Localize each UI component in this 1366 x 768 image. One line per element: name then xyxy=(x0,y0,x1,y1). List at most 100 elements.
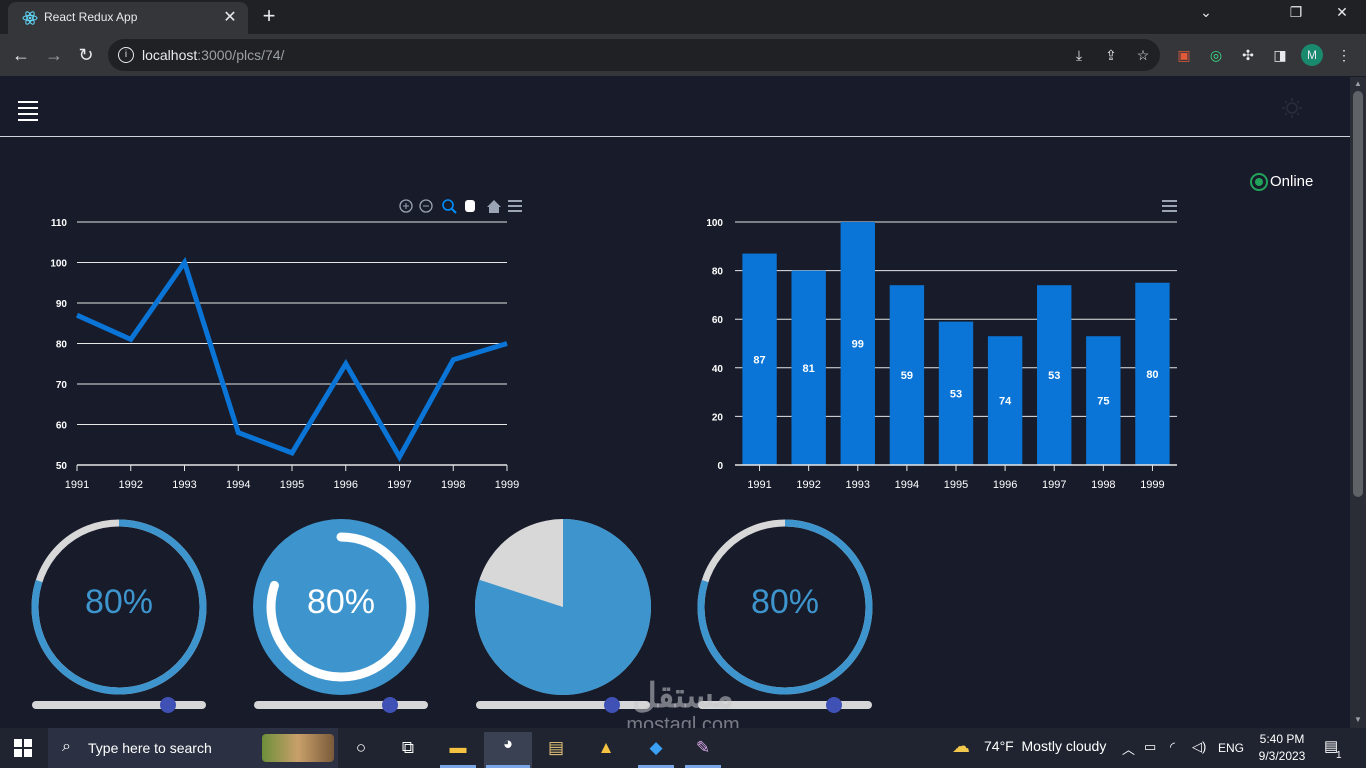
y-tick-label: 80 xyxy=(56,340,68,351)
back-button[interactable]: ← xyxy=(12,45,30,65)
x-tick-label: 1992 xyxy=(119,479,143,491)
gauge-4: 80% xyxy=(697,519,873,695)
bar[interactable] xyxy=(840,222,875,465)
x-tick-label: 1993 xyxy=(846,479,870,491)
gauge-slider-1[interactable] xyxy=(32,697,206,713)
y-tick-label: 100 xyxy=(50,259,67,270)
restore-window-button[interactable]: ❐ xyxy=(1289,4,1303,20)
y-tick-label: 20 xyxy=(712,412,724,423)
bar[interactable] xyxy=(791,270,826,465)
gauge-background xyxy=(253,519,429,695)
wifi-icon[interactable]: ◜ xyxy=(1170,739,1176,754)
reset-home-icon[interactable] xyxy=(487,200,501,213)
gauge-progress-arc xyxy=(266,532,416,682)
gauge-2: 80% xyxy=(253,519,429,695)
bar[interactable] xyxy=(1135,282,1170,465)
x-tick-label: 1993 xyxy=(172,479,196,491)
bar-data-label: 74 xyxy=(999,396,1012,408)
selection-zoom-icon[interactable] xyxy=(442,199,457,214)
slider-thumb[interactable] xyxy=(603,697,620,713)
browser-menu-icon[interactable]: ⋮ xyxy=(1337,47,1351,63)
site-info-icon[interactable]: i xyxy=(118,47,134,63)
side-panel-icon[interactable]: ◨ xyxy=(1273,47,1287,63)
extension-icon[interactable]: ▣ xyxy=(1177,47,1191,63)
browser-tab[interactable]: React Redux App ✕ xyxy=(8,2,248,34)
chrome-icon[interactable]: ◕ xyxy=(484,732,532,768)
notifications-icon[interactable]: ▤ xyxy=(1324,738,1339,755)
gauge-slider-4[interactable] xyxy=(698,697,872,713)
gauge-progress-arc xyxy=(31,519,207,695)
taskbar-search-box[interactable]: ⌕ Type here to search xyxy=(48,728,338,768)
install-icon[interactable]: ⤓ xyxy=(1075,47,1083,63)
extension-ring-icon[interactable]: ◎ xyxy=(1209,47,1223,63)
bar[interactable] xyxy=(889,285,925,465)
language-indicator[interactable]: ENG xyxy=(1218,741,1245,755)
chart-menu-icon[interactable] xyxy=(508,200,522,212)
bar[interactable] xyxy=(938,321,974,465)
search-placeholder: Type here to search xyxy=(88,740,212,756)
task-view-icon[interactable]: ⧉ xyxy=(401,738,415,757)
zoom-out-icon[interactable] xyxy=(419,199,433,213)
bar[interactable] xyxy=(1037,285,1072,465)
address-bar[interactable]: i localhost:3000/plcs/74/ ⤓ ⇪ ☆ xyxy=(108,39,1160,71)
gauge-slider-3[interactable] xyxy=(476,697,650,713)
y-tick-label: 90 xyxy=(56,299,68,310)
browser-toolbar: ← → ↻ i localhost:3000/plcs/74/ ⤓ ⇪ ☆ ▣ … xyxy=(0,34,1366,76)
vscode-icon[interactable]: ◆ xyxy=(649,738,663,757)
reload-button[interactable]: ↻ xyxy=(78,45,94,65)
x-tick-label: 1996 xyxy=(334,479,358,491)
windows-start-icon[interactable] xyxy=(14,739,32,757)
file-explorer-icon[interactable]: ▬ xyxy=(449,738,467,757)
bar[interactable] xyxy=(987,336,1023,465)
bar-data-label: 99 xyxy=(852,339,864,351)
hamburger-menu-icon[interactable] xyxy=(18,101,38,121)
zoom-in-icon[interactable] xyxy=(399,199,413,213)
bookmark-star-icon[interactable]: ☆ xyxy=(1136,47,1150,63)
page-scrollbar[interactable]: ▲ ▼ xyxy=(1350,77,1366,728)
slider-thumb[interactable] xyxy=(825,697,842,713)
scroll-down-icon[interactable]: ▼ xyxy=(1354,715,1362,724)
paint-active-indicator xyxy=(685,765,721,768)
gauge-1: 80% xyxy=(31,519,207,695)
app-page: Online 50 60 70 80 90 100 110 1991 1992 1993 1994 1… xyxy=(0,77,1350,728)
chrome-active-indicator xyxy=(486,765,530,768)
x-tick-label: 1991 xyxy=(65,479,89,491)
line-chart: 50 60 70 80 90 100 110 1991 1992 1993 1994 1995 1996… xyxy=(50,199,522,491)
new-tab-button[interactable]: + xyxy=(262,3,276,28)
pie-slice xyxy=(475,519,651,695)
extensions-puzzle-icon[interactable]: ✣ xyxy=(1242,47,1254,63)
forward-button[interactable]: → xyxy=(45,45,63,65)
slider-thumb[interactable] xyxy=(381,697,398,713)
gauge-slider-2[interactable] xyxy=(254,697,428,713)
scroll-up-icon[interactable]: ▲ xyxy=(1354,79,1362,88)
slider-thumb[interactable] xyxy=(159,697,176,713)
gauge-progress-arc xyxy=(697,519,873,695)
weather-widget[interactable]: 74°F Mostly cloudy xyxy=(984,738,1107,754)
volume-icon[interactable]: ◁) xyxy=(1192,739,1207,754)
pan-hand-icon[interactable] xyxy=(465,200,475,212)
tab-search-icon[interactable]: ⌄ xyxy=(1200,4,1212,20)
book-app-icon[interactable]: ▤ xyxy=(547,738,565,757)
cortana-icon[interactable]: ○ xyxy=(355,738,367,757)
x-tick-label: 1995 xyxy=(280,479,304,491)
taskbar-clock[interactable]: 5:40 PM 9/3/2023 xyxy=(1252,731,1312,765)
paint-icon[interactable]: ✎ xyxy=(695,738,711,757)
close-window-button[interactable]: ✕ xyxy=(1336,4,1348,20)
react-logo-icon xyxy=(22,11,38,25)
x-tick-label: 1992 xyxy=(796,479,820,491)
clock-time: 5:40 PM xyxy=(1259,732,1305,746)
theme-toggle-sun-icon[interactable] xyxy=(1281,97,1303,119)
y-tick-label: 80 xyxy=(712,267,724,278)
tab-close-icon[interactable]: ✕ xyxy=(223,9,237,26)
battery-icon[interactable]: ▭ xyxy=(1144,739,1157,754)
scrollbar-thumb[interactable] xyxy=(1353,91,1363,497)
bar-chart-menu-icon[interactable] xyxy=(1162,200,1177,212)
show-hidden-icons-icon[interactable]: ︿ xyxy=(1122,742,1136,757)
search-icon: ⌕ xyxy=(62,738,71,755)
profile-avatar[interactable]: M xyxy=(1301,44,1323,66)
share-icon[interactable]: ⇪ xyxy=(1105,47,1117,63)
bar-data-label: 53 xyxy=(950,388,962,400)
warning-app-icon[interactable]: ▲ xyxy=(597,738,615,757)
bar[interactable] xyxy=(1086,336,1121,465)
bar[interactable] xyxy=(742,253,777,465)
